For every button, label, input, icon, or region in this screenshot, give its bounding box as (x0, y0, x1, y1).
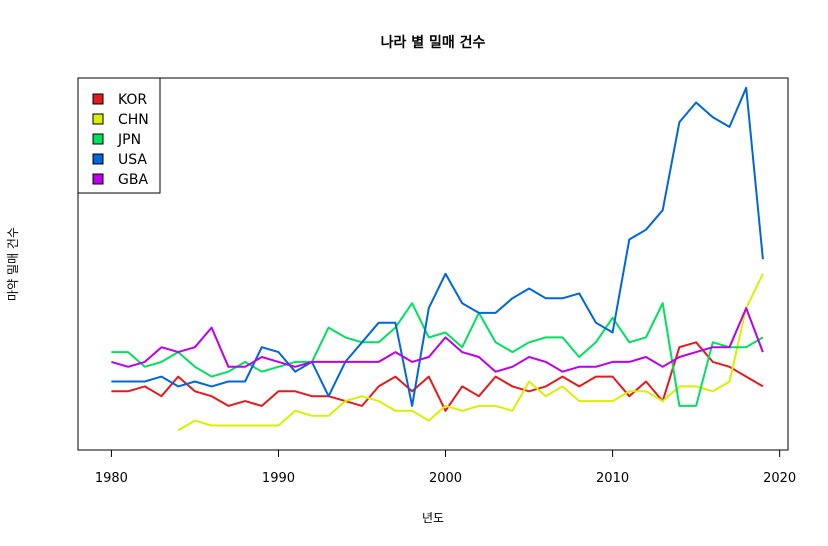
plot-frame (77, 77, 789, 451)
legend-label-kor: KOR (118, 92, 147, 108)
legend-swatch-chn (92, 113, 104, 125)
legend-label-gba: GBA (118, 172, 148, 188)
x-axis-label: 년도 (422, 511, 444, 525)
x-tick-label: 2010 (596, 471, 629, 486)
legend: KOR CHN JPN USA GBA (77, 77, 161, 194)
chart-title: 나라 별 밀매 건수 (381, 34, 486, 51)
x-tick-label: 2020 (763, 471, 796, 486)
series-line-kor (111, 341, 764, 412)
x-tick-label: 1980 (95, 471, 128, 486)
legend-swatch-jpn (92, 133, 104, 145)
legend-label-chn: CHN (118, 112, 149, 128)
legend-swatch-gba (92, 173, 104, 185)
series-line-jpn (111, 302, 764, 407)
series-line-chn (177, 273, 764, 432)
series-line-gba (111, 307, 764, 373)
x-axis: 1980 1990 2000 2010 2020 (95, 449, 796, 486)
y-axis-label: 마약 밀매 건수 (5, 227, 20, 301)
legend-label-usa: USA (118, 152, 147, 168)
legend-label-jpn: JPN (117, 132, 141, 148)
legend-box (77, 77, 161, 194)
x-tick-label: 2000 (429, 471, 462, 486)
series-layer (111, 86, 764, 432)
legend-swatch-usa (92, 153, 104, 165)
series-line-usa (111, 86, 764, 407)
x-tick-label: 1990 (262, 471, 295, 486)
legend-swatch-kor (92, 93, 104, 105)
